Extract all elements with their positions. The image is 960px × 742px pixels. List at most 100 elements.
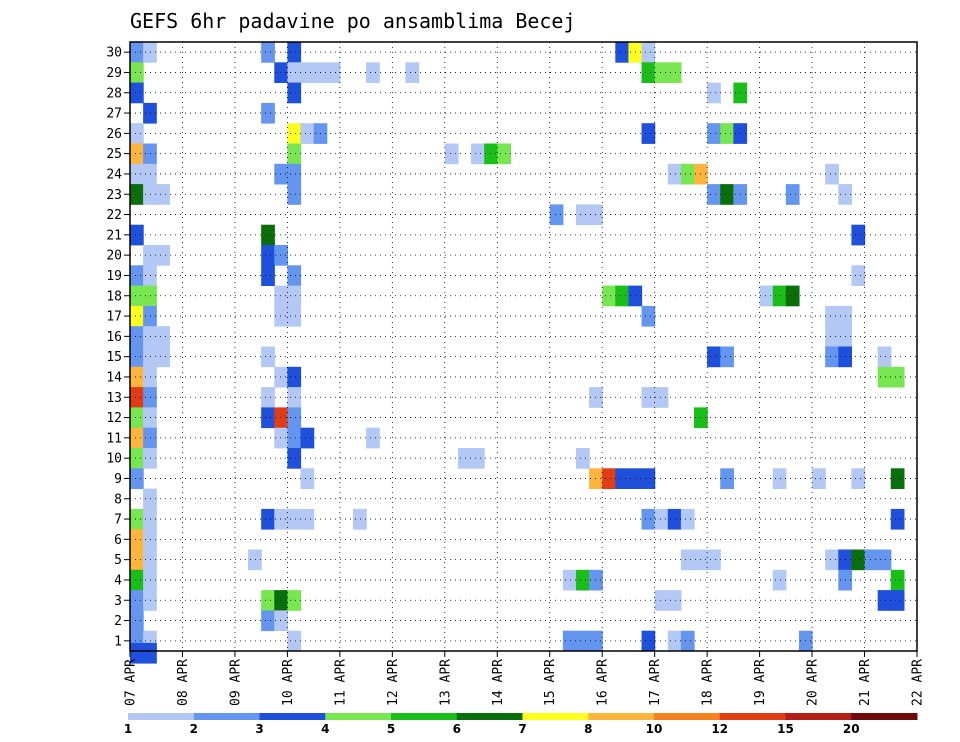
colorbar-swatch	[391, 713, 458, 720]
heatmap-cell	[143, 407, 157, 429]
y-tick-label: 7	[114, 513, 122, 528]
heatmap-cell	[130, 529, 144, 550]
heatmap-cell	[261, 508, 275, 530]
x-tick-label: 22 APR	[911, 659, 926, 706]
heatmap-cell	[287, 163, 302, 185]
colorbar-label: 2	[190, 722, 198, 736]
heatmap-cell	[130, 569, 144, 591]
heatmap-cell	[680, 630, 695, 652]
x-tick-label: 20 APR	[806, 659, 821, 706]
heatmap-cell	[549, 204, 564, 226]
heatmap-cell	[287, 123, 302, 144]
y-tick-label: 16	[106, 330, 122, 345]
x-tick-label: 17 APR	[648, 659, 663, 706]
heatmap-cell	[130, 305, 144, 327]
heatmap-cell	[575, 448, 590, 469]
y-tick-label: 11	[106, 431, 122, 446]
heatmap-cell	[143, 42, 157, 63]
heatmap-cell	[562, 569, 577, 591]
y-tick-label: 19	[106, 269, 122, 284]
heatmap-cell	[261, 407, 275, 429]
colorbar-swatch	[588, 713, 655, 720]
heatmap-cell	[575, 569, 590, 591]
heatmap-cell	[274, 590, 288, 611]
heatmap-cell	[287, 590, 302, 611]
heatmap-cell	[562, 630, 577, 652]
y-tick-label: 26	[106, 127, 122, 142]
heatmap-cell	[274, 610, 288, 632]
y-tick-label: 10	[106, 452, 122, 467]
heatmap-cell	[772, 569, 787, 591]
heatmap-cell	[667, 630, 682, 652]
colorbar-swatch	[128, 713, 195, 720]
heatmap-cell	[130, 590, 144, 611]
heatmap-cell	[707, 549, 721, 571]
heatmap-cell	[602, 468, 616, 489]
colorbar-label: 12	[711, 722, 728, 736]
y-tick-label: 28	[106, 86, 122, 101]
heatmap-cell	[130, 42, 144, 63]
colorbar-label: 6	[453, 722, 461, 736]
y-tick-label: 5	[114, 553, 122, 568]
heatmap-cell	[143, 366, 157, 388]
heatmap-cell	[143, 326, 157, 347]
heatmap-cell	[287, 82, 302, 104]
heatmap-cell	[287, 184, 302, 205]
heatmap-cell	[785, 285, 800, 307]
heatmap-cell	[825, 549, 839, 571]
heatmap-cell	[143, 245, 157, 266]
heatmap-cell	[143, 549, 157, 571]
heatmap-cell	[143, 143, 157, 165]
heatmap-cell	[130, 508, 144, 530]
heatmap-cell	[641, 305, 656, 327]
heatmap-cell	[156, 245, 170, 266]
y-tick-label: 29	[106, 66, 122, 81]
colorbar-swatch	[654, 713, 721, 720]
heatmap-cell	[143, 184, 157, 205]
heatmap-cell	[274, 163, 288, 185]
heatmap-cell	[707, 82, 721, 104]
colorbar-label: 7	[518, 722, 526, 736]
heatmap-cell	[143, 508, 157, 530]
heatmap-cell	[130, 62, 144, 83]
heatmap-cell	[274, 285, 288, 307]
heatmap-cell	[143, 488, 157, 510]
heatmap-cell	[274, 508, 288, 530]
x-tick-label: 09 APR	[228, 659, 243, 706]
y-tick-label: 18	[106, 289, 122, 304]
heatmap-cell	[300, 427, 315, 449]
heatmap-cell	[143, 305, 157, 327]
heatmap-cell	[366, 62, 380, 83]
x-tick-label: 08 APR	[176, 659, 191, 706]
heatmap-cell	[261, 42, 275, 63]
y-tick-label: 17	[106, 310, 122, 325]
y-tick-label: 4	[114, 573, 122, 588]
heatmap-cell	[261, 102, 275, 124]
heatmap-cell	[130, 407, 144, 429]
heatmap-cell	[287, 630, 302, 652]
heatmap-cell	[720, 123, 734, 144]
y-tick-label: 27	[106, 107, 122, 122]
heatmap-cell	[130, 642, 144, 664]
heatmap-cell	[326, 62, 341, 83]
heatmap-cell	[602, 285, 616, 307]
heatmap-cell	[457, 448, 472, 469]
heatmap-cell	[720, 468, 734, 489]
heatmap-cell	[654, 590, 669, 611]
y-tick-label: 23	[106, 188, 122, 203]
colorbar-label: 5	[387, 722, 395, 736]
plot-frame	[129, 41, 918, 652]
heatmap-cell	[261, 590, 275, 611]
heatmap-cell	[575, 204, 590, 226]
heatmap-cell	[143, 102, 157, 124]
y-tick-label: 21	[106, 228, 122, 243]
colorbar-label: 3	[255, 722, 263, 736]
heatmap-cell	[287, 508, 302, 530]
y-tick-label: 30	[106, 46, 122, 61]
heatmap-cell	[261, 387, 275, 408]
heatmap-cell	[287, 366, 302, 388]
heatmap-cell	[130, 549, 144, 571]
heatmap-cell	[615, 42, 630, 63]
heatmap-cell	[641, 387, 656, 408]
colorbar-swatch	[522, 713, 589, 720]
